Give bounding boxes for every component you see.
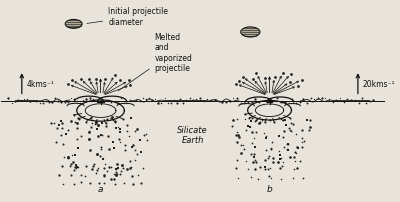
Circle shape [241, 28, 260, 38]
Text: 20kms⁻¹: 20kms⁻¹ [362, 79, 395, 88]
Circle shape [65, 20, 82, 29]
Text: Melted
and
vaporized
projectile: Melted and vaporized projectile [118, 33, 192, 91]
Text: Silicate
Earth: Silicate Earth [178, 125, 208, 145]
Text: Initial projectile
diameter: Initial projectile diameter [87, 7, 168, 26]
Text: a: a [98, 184, 103, 193]
Text: 4kms⁻¹: 4kms⁻¹ [26, 79, 54, 88]
Text: b: b [267, 184, 272, 193]
